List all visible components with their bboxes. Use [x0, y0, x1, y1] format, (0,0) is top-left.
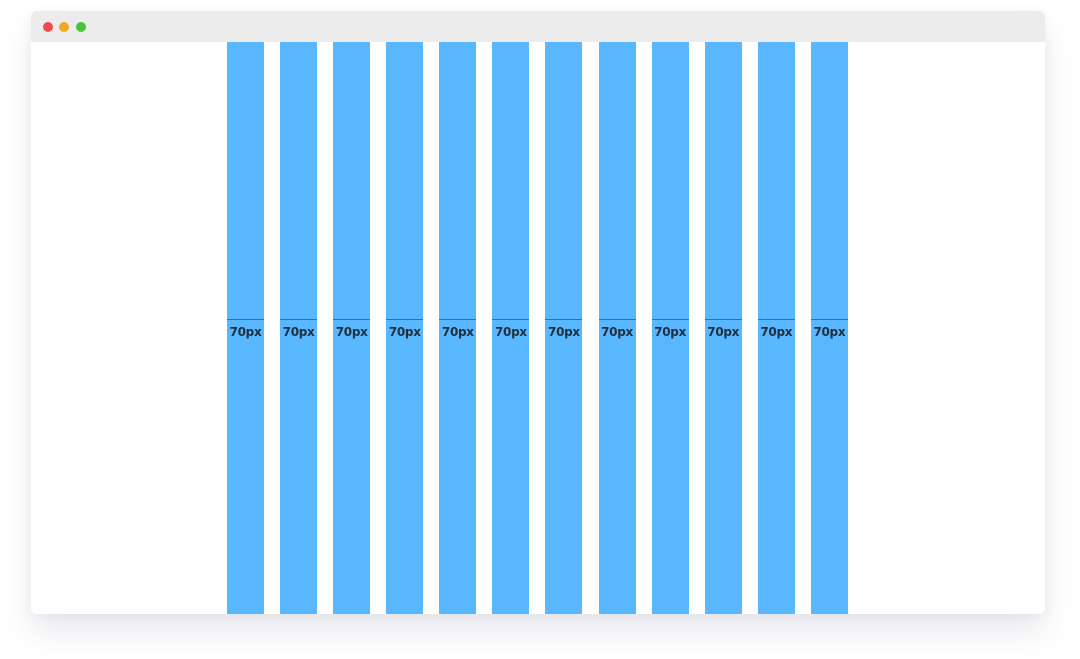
column-width-marker: [439, 319, 477, 320]
column-width-label: 70px: [760, 325, 793, 339]
column-width-label: 70px: [707, 325, 740, 339]
grid-column: 70px: [280, 42, 318, 614]
column-width-label: 70px: [388, 325, 421, 339]
column-width-label: 70px: [229, 325, 262, 339]
column-width-label: 70px: [282, 325, 315, 339]
column-width-marker: [386, 319, 424, 320]
grid-column: 70px: [227, 42, 264, 614]
grid-column: 70px: [651, 42, 689, 614]
grid-column: 70px: [439, 42, 477, 614]
column-width-label: 70px: [335, 325, 368, 339]
column-width-marker: [598, 319, 636, 320]
grid-column: 70px: [598, 42, 636, 614]
column-width-marker: [757, 319, 795, 320]
grid-column: 70px: [810, 42, 848, 614]
column-width-marker: [492, 319, 530, 320]
maximize-dot[interactable]: [76, 22, 86, 32]
column-width-label: 70px: [601, 325, 633, 339]
grid-columns: 70px 70px 70px 70px 70px 70px 70px 70px 70px 70px…: [227, 42, 848, 614]
close-dot[interactable]: [43, 22, 53, 32]
column-width-label: 70px: [654, 325, 687, 339]
page-viewport: 70px 70px 70px 70px 70px 70px 70px 70px 70px 70px…: [31, 42, 1045, 614]
column-width-marker: [651, 319, 689, 320]
column-width-label: 70px: [813, 325, 846, 339]
grid-column: 70px: [757, 42, 795, 614]
column-width-marker: [227, 319, 264, 320]
grid-column: 70px: [704, 42, 742, 614]
column-width-marker: [704, 319, 742, 320]
column-width-marker: [280, 319, 318, 320]
column-width-marker: [333, 319, 371, 320]
column-width-marker: [810, 319, 848, 320]
column-width-label: 70px: [548, 325, 580, 339]
grid-column: 70px: [492, 42, 530, 614]
title-bar: [31, 11, 1045, 42]
minimize-dot[interactable]: [59, 22, 69, 32]
grid-column: 70px: [386, 42, 424, 614]
column-width-label: 70px: [441, 325, 474, 339]
grid-column: 70px: [545, 42, 583, 614]
browser-window: 70px 70px 70px 70px 70px 70px 70px 70px 70px 70px…: [31, 11, 1045, 614]
column-width-marker: [545, 319, 583, 320]
column-width-label: 70px: [494, 325, 527, 339]
grid-column: 70px: [333, 42, 371, 614]
